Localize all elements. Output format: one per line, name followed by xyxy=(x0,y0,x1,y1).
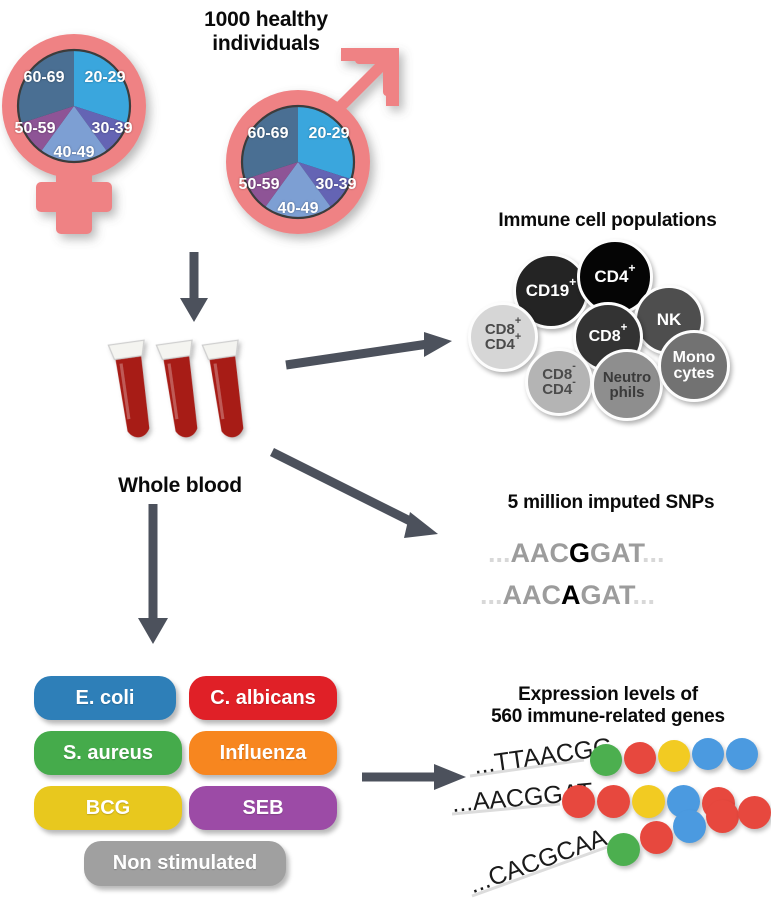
snp-row-2-left: AAC xyxy=(502,580,562,610)
strand-2-bead-1 xyxy=(562,785,595,818)
immune-cell-label: Mono cytes xyxy=(672,348,716,382)
blood-tubes xyxy=(105,338,265,458)
blood-tubes-graphic xyxy=(107,339,244,438)
snp-row-1-suffix: ... xyxy=(642,538,665,568)
expression-heading: Expression levels of 560 immune-related … xyxy=(452,684,764,728)
arrow-blood-to-stimuli xyxy=(133,504,179,646)
immune-cell-label: CD8+ CD4+ xyxy=(484,315,522,353)
male-symbol: 20-29 30-39 40-49 50-59 60-69 xyxy=(203,40,418,250)
male-age-pie xyxy=(242,106,354,218)
stimulus-e-coli[interactable]: E. coli xyxy=(34,676,176,720)
strand-1-bead-1 xyxy=(590,744,622,776)
immune-cell-label: CD8- CD4- xyxy=(542,360,576,398)
immune-cell-cd8-pos: CD8+ xyxy=(573,302,643,372)
snp-row-1: ...AACGGAT... xyxy=(488,538,665,569)
snp-row-2: ...AACAGAT... xyxy=(480,580,655,611)
immune-cell-cd19-pos: CD19+ xyxy=(513,253,589,329)
arrow-blood-to-immune xyxy=(285,332,454,378)
strand-1-bead-5 xyxy=(726,738,758,770)
blood-label: Whole blood xyxy=(118,474,242,497)
strand-3-bead-3 xyxy=(673,810,706,843)
male-symbol-graphic xyxy=(226,48,399,234)
snp-row-1-highlight: G xyxy=(569,538,591,568)
snp-row-2-prefix: ... xyxy=(480,580,503,610)
immune-cell-neutrophils: Neutro phils xyxy=(591,349,663,421)
immune-cell-monocytes: Mono cytes xyxy=(658,330,730,402)
strand-3-bead-5 xyxy=(738,796,771,829)
immune-cell-label: NK xyxy=(656,310,682,330)
expression-heading-line1: Expression levels of xyxy=(518,684,698,705)
cohort-heading: 1000 healthy individuals xyxy=(178,8,354,56)
snp-row-2-highlight: A xyxy=(561,580,581,610)
snp-row-1-prefix: ... xyxy=(488,538,511,568)
stimulus-bcg[interactable]: BCG xyxy=(34,786,182,830)
stimulus-influenza[interactable]: Influenza xyxy=(189,731,337,775)
cohort-heading-line1: 1000 healthy xyxy=(204,8,328,31)
immune-cell-cd8-cd4-pos: CD8+ CD4+ xyxy=(468,302,538,372)
strand-2-bead-3 xyxy=(632,785,665,818)
immune-cell-label: CD8+ xyxy=(588,321,628,345)
stimulus-seb[interactable]: SEB xyxy=(189,786,337,830)
snp-row-1-left: AAC xyxy=(510,538,570,568)
immune-cell-cd4-pos: CD4+ xyxy=(577,239,653,315)
expression-heading-line2: 560 immune-related genes xyxy=(491,705,725,727)
immune-cell-cd8-cd4-neg: CD8- CD4- xyxy=(525,348,593,416)
stimulus-non-stimulated[interactable]: Non stimulated xyxy=(84,841,286,886)
immune-cell-label: CD19+ xyxy=(525,274,577,301)
snp-sequences: ...AACGGAT... ...AACAGAT... xyxy=(466,530,756,620)
snp-row-2-suffix: ... xyxy=(632,580,656,610)
arrow-stimuli-to-expression xyxy=(362,760,468,794)
stimulus-c-albicans[interactable]: C. albicans xyxy=(189,676,337,720)
snp-row-2-right: GAT xyxy=(580,580,633,610)
strand-3-bead-4 xyxy=(706,800,739,833)
strand-1-bead-4 xyxy=(692,738,724,770)
snp-row-1-right: GAT xyxy=(590,538,643,568)
cohort-heading-line2: individuals xyxy=(212,32,320,56)
strand-2-bead-2 xyxy=(597,785,630,818)
immune-cell-nk: NK xyxy=(634,285,704,355)
immune-cell-label: CD4+ xyxy=(594,260,636,287)
arrow-blood-to-snps xyxy=(269,447,454,550)
strand-1-bead-2 xyxy=(624,742,656,774)
strand-backbones xyxy=(452,758,611,898)
strand-3-bead-1 xyxy=(607,833,640,866)
female-symbol: 20-29 30-39 40-49 50-59 60-69 xyxy=(2,12,208,237)
immune-heading: Immune cell populations xyxy=(498,210,717,231)
female-symbol-graphic xyxy=(2,34,146,234)
arrow-cohort-to-blood xyxy=(175,252,221,324)
strand-1-bead-3 xyxy=(658,740,690,772)
strand-3-bead-2 xyxy=(640,821,673,854)
female-age-pie xyxy=(18,50,130,162)
snps-heading: 5 million imputed SNPs xyxy=(507,492,715,513)
stimuli-panel: E. coli C. albicans S. aureus Influenza … xyxy=(34,676,344,896)
gene-strands: ...TTAACGG ...AACGGAT ...CACGCAA xyxy=(451,733,771,913)
stimulus-s-aureus[interactable]: S. aureus xyxy=(34,731,182,775)
immune-cell-label: Neutro phils xyxy=(602,368,652,401)
